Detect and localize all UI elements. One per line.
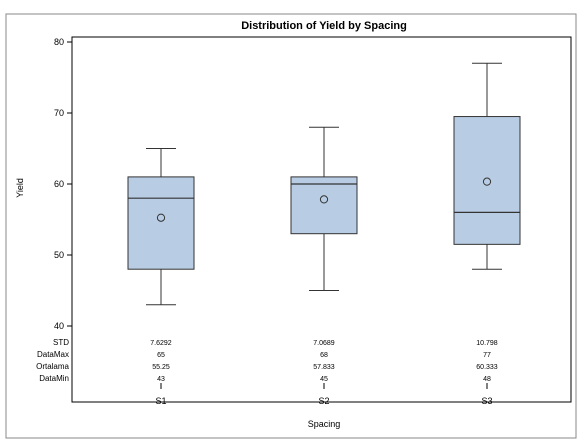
- box-S3: [453, 62, 521, 270]
- stats-cell: 7.0689: [313, 340, 335, 347]
- stats-cell: 43: [157, 376, 165, 383]
- stats-cell: 10.798: [476, 340, 498, 347]
- box-S1: [127, 148, 195, 306]
- stats-table: STD 7.6292 7.0689 10.798 DataMax 65 68 77 Ortala…: [36, 338, 498, 383]
- box-S2: [290, 126, 358, 291]
- stats-cell: 65: [157, 352, 165, 359]
- y-axis-label: Yield: [15, 178, 25, 198]
- stats-row-label: DataMax: [37, 350, 69, 359]
- stats-row-label: Ortalama: [36, 362, 69, 371]
- x-axis: S1 S2 S3: [155, 383, 493, 406]
- mean-marker: [156, 213, 166, 222]
- y-tick-label: 40: [54, 321, 64, 331]
- stats-cell: 60.333: [476, 364, 498, 371]
- stats-cell: 48: [483, 376, 491, 383]
- mean-marker: [482, 177, 492, 186]
- boxes-group: [127, 62, 521, 306]
- y-tick-label: 70: [54, 108, 64, 118]
- x-axis-label: Spacing: [308, 419, 341, 429]
- iqr-box: [290, 176, 358, 235]
- iqr-box: [127, 176, 195, 270]
- y-tick-label: 60: [54, 179, 64, 189]
- chart-title: Distribution of Yield by Spacing: [241, 20, 407, 32]
- stats-cell: 45: [320, 376, 328, 383]
- y-axis: 40 50 60 70 80: [54, 37, 73, 331]
- mean-marker: [319, 195, 329, 204]
- stats-cell: 68: [320, 352, 328, 359]
- y-tick-label: 50: [54, 250, 64, 260]
- stats-cell: 57.833: [313, 364, 335, 371]
- x-tick-label: S1: [155, 396, 166, 406]
- stats-cell: 7.6292: [150, 340, 172, 347]
- stats-row-label: STD: [53, 338, 69, 347]
- stats-row-label: DataMin: [39, 374, 69, 383]
- y-tick-label: 80: [54, 37, 64, 47]
- stats-cell: 55.25: [152, 364, 170, 371]
- stats-cell: 77: [483, 352, 491, 359]
- x-tick-label: S2: [318, 396, 329, 406]
- x-tick-label: S3: [481, 396, 492, 406]
- iqr-box: [453, 116, 521, 245]
